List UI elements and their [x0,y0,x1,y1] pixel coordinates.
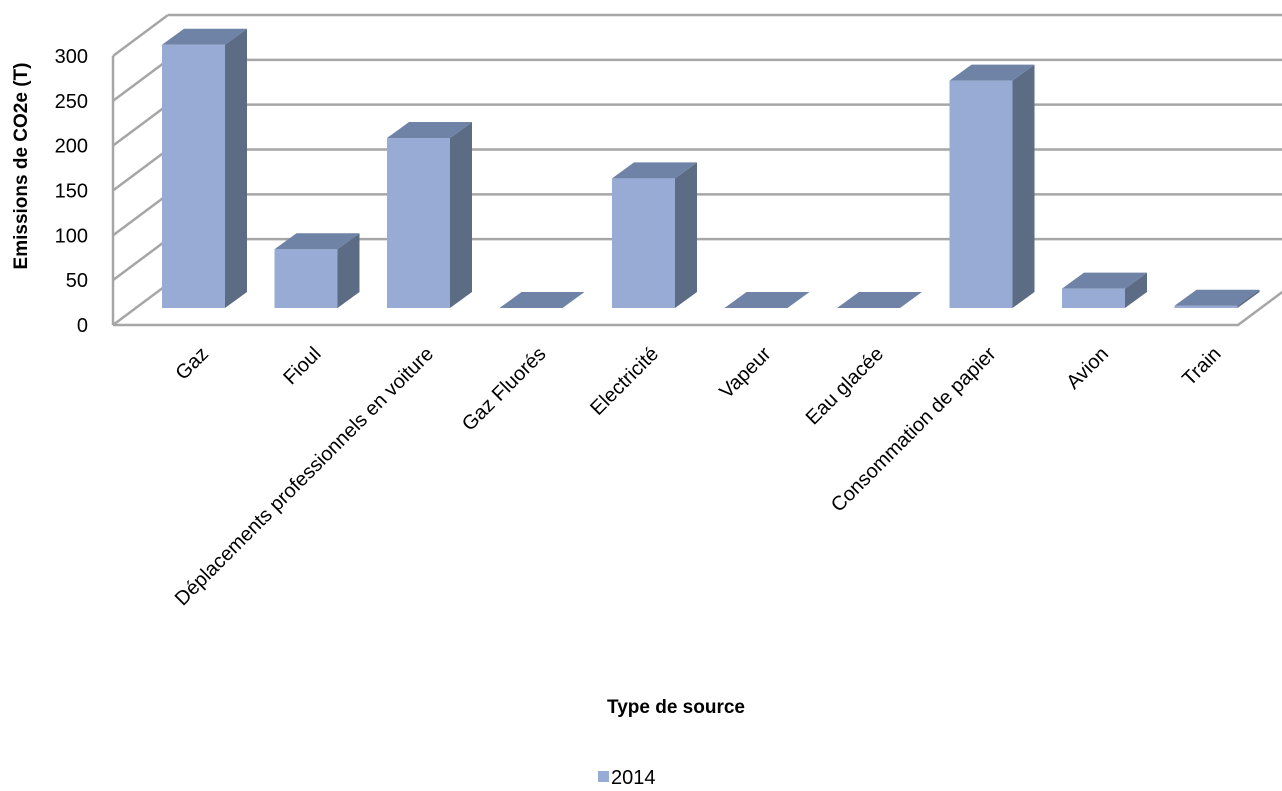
y-tick-label: 200 [55,136,88,158]
bar [1174,289,1260,308]
gridline-side [112,193,169,237]
x-tick-label: Fioul [279,343,325,389]
x-axis-title: Type de source [607,697,745,718]
legend-swatch [598,771,609,782]
floor-edge [113,290,1282,327]
gridline-side [112,148,169,192]
gridline-side [112,13,169,58]
bar [837,292,922,308]
y-tick-label: 250 [55,91,88,113]
bar-top [949,64,1035,81]
bar-top [724,292,810,308]
bar-front [1062,288,1125,308]
bar-front [387,138,450,308]
bar-side [675,162,697,308]
bar-side [225,28,247,308]
gridline-side [112,103,169,147]
bar [499,292,585,308]
bar-side [1125,272,1147,308]
gridline-side [112,58,169,102]
bar-front [1174,305,1238,308]
gridline-side [112,238,169,282]
bar-side [1237,289,1260,308]
y-tick-label: 50 [66,270,88,292]
bar-top [162,28,247,45]
bar [724,292,810,308]
y-tick-label: 100 [55,225,88,247]
x-tick-label: Vapeur [715,343,775,403]
bar [1062,272,1147,308]
bar-top [1174,289,1260,306]
x-tick-label: Eau glacée [802,343,888,429]
bar [162,28,247,308]
bar-top [837,292,922,308]
bar-top [499,292,585,308]
bar [387,122,472,309]
x-tick-label: Déplacements professionnels en voiture [171,343,438,610]
x-tick-label: Gaz Fluorés [458,343,551,436]
y-axis-title: Emissions de CO2e (T) [11,63,32,270]
y-axis-ticks: 0 50 100 150 200 250 300 [55,46,88,337]
legend: 2014 [598,767,656,789]
bar-front [162,44,225,308]
y-tick-label: 300 [55,46,88,68]
bar-front [612,178,675,308]
y-tick-label: 150 [55,181,88,203]
bar-top [274,233,360,250]
legend-label: 2014 [611,767,656,789]
bars [162,28,1260,309]
bar-top [1062,272,1147,289]
bar-front [949,80,1013,308]
bar-top [612,162,697,179]
x-tick-label: Avion [1062,343,1113,394]
bar [274,233,360,308]
bar [949,64,1035,308]
bar [612,162,697,308]
bar-side [1012,64,1035,308]
bar-top [387,122,472,139]
bar-front [274,249,338,308]
x-tick-label: Electricité [586,343,663,420]
x-tick-label: Gaz [172,343,213,384]
x-tick-label: Train [1178,343,1225,390]
y-tick-label: 0 [77,315,88,337]
bar-side [337,233,360,308]
bar-side [450,122,472,309]
gridline-side [112,282,169,327]
